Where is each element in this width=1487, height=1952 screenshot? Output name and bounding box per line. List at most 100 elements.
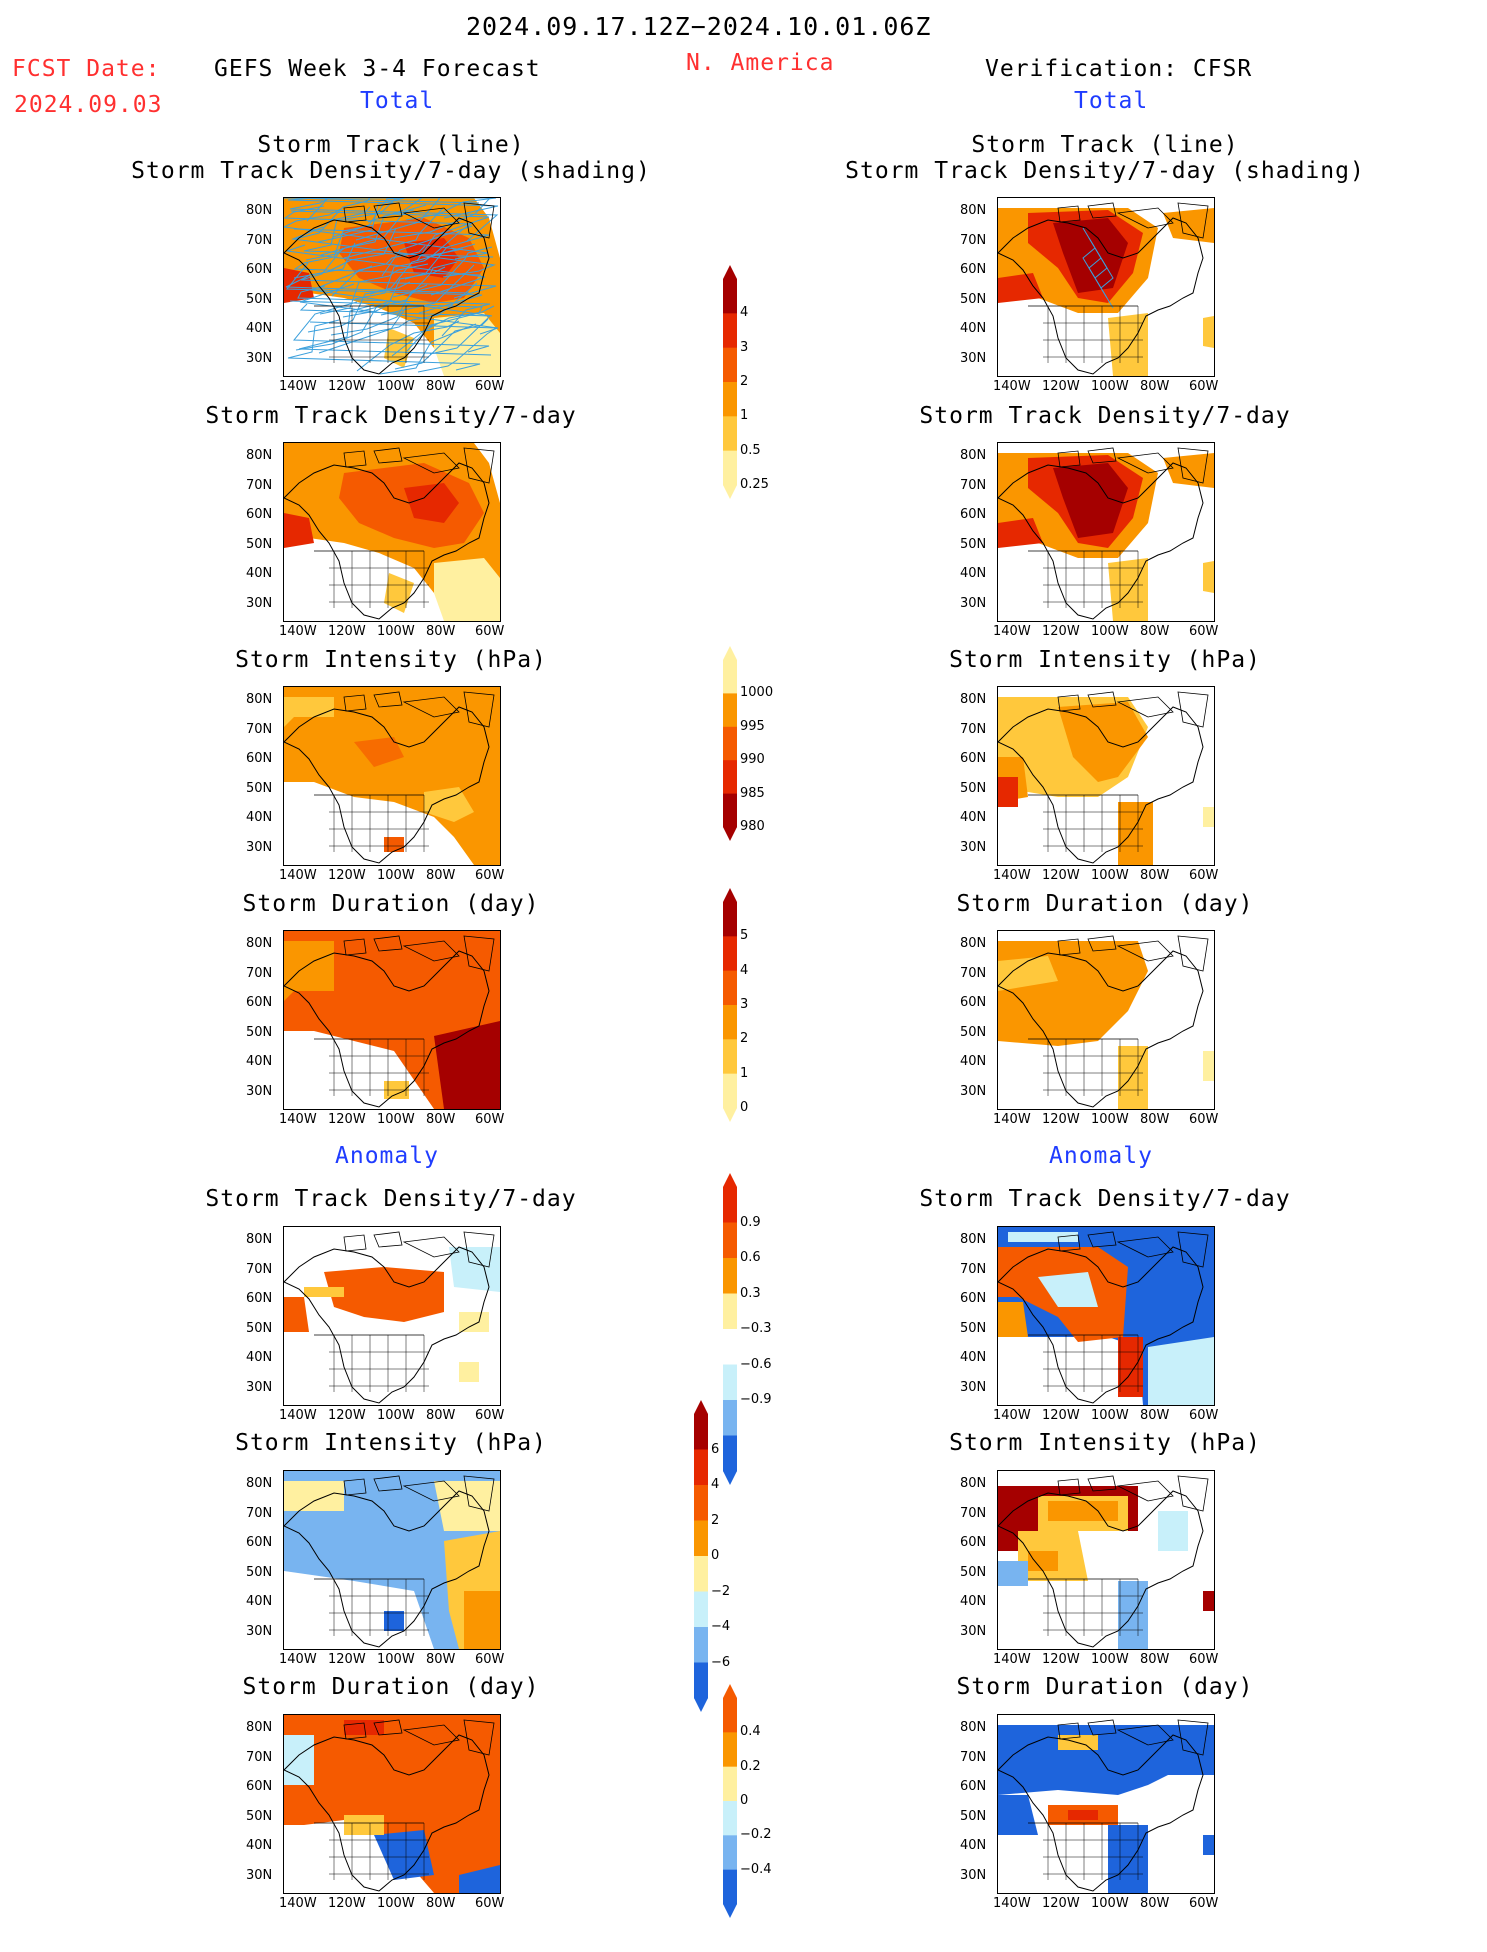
lat-tick-label: 60N <box>246 507 273 522</box>
colorbar-tick-label: 0.9 <box>740 1214 761 1230</box>
lon-tick-label: 80W <box>426 624 456 639</box>
colorbar-tick-label: 4 <box>740 305 749 321</box>
map-intensity-anomaly-verification <box>997 1470 1215 1650</box>
date-range-title: 2024.09.17.12Z−2024.10.01.06Z <box>466 12 932 41</box>
lat-tick-label: 40N <box>960 1594 987 1609</box>
lat-tick-label: 30N <box>246 595 273 611</box>
lon-tick-label: 120W <box>328 1652 366 1667</box>
lon-tick-label: 140W <box>279 379 317 394</box>
colorbar-tick-label: 3 <box>740 997 749 1012</box>
lat-tick-label: 60N <box>960 1779 987 1794</box>
colorbar-tick-label: 0 <box>711 1548 720 1563</box>
colorbar-duration-anomaly: 0.4 0.2 0 −0.2 −0.4 <box>722 1684 772 1952</box>
colorbar-tick-label: −0.3 <box>740 1321 772 1336</box>
lat-tick-label: 50N <box>960 1808 987 1824</box>
lat-tick-label: 40N <box>960 1350 987 1365</box>
lat-tick-label: 30N <box>960 350 987 366</box>
panel-title-density-anom-left: Storm Track Density/7-day <box>205 1186 577 1212</box>
lat-tick-label: 80N <box>960 1232 987 1247</box>
lat-tick-label: 70N <box>246 1261 273 1277</box>
lat-tick-label: 30N <box>246 1867 273 1883</box>
lat-tick-label: 80N <box>960 448 987 463</box>
map-duration-verification <box>997 930 1215 1110</box>
lon-tick-label: 60W <box>475 624 505 639</box>
colorbar-tick-label: 990 <box>740 752 765 768</box>
lat-tick-label: 50N <box>246 1320 273 1336</box>
lat-tick-label: 60N <box>246 1779 273 1794</box>
lon-tick-label: 80W <box>426 868 456 883</box>
lat-tick-label: 40N <box>246 1350 273 1365</box>
panel-title-intensity-anom-left: Storm Intensity (hPa) <box>235 1430 547 1456</box>
map-density-anomaly-forecast <box>283 1226 501 1406</box>
lon-tick-label: 80W <box>1140 1652 1170 1667</box>
lon-tick-label: 100W <box>377 624 415 639</box>
lat-tick-label: 80N <box>960 1720 987 1735</box>
panel-title-intensity-right: Storm Intensity (hPa) <box>949 647 1261 673</box>
lon-tick-label: 60W <box>1189 1408 1219 1423</box>
colorbar-tick-label: −0.2 <box>740 1827 772 1843</box>
lon-tick-label: 140W <box>279 1112 317 1127</box>
map-intensity-forecast <box>283 686 501 866</box>
colorbar-tick-label: 995 <box>740 718 765 734</box>
lat-tick-label: 30N <box>960 1083 987 1099</box>
lon-tick-label: 100W <box>377 1408 415 1423</box>
lat-tick-label: 50N <box>246 1024 273 1040</box>
lon-tick-label: 140W <box>279 1896 317 1911</box>
map-density-verification <box>997 442 1215 622</box>
lat-tick-label: 40N <box>960 321 987 336</box>
lat-tick-label: 40N <box>246 321 273 336</box>
lon-tick-label: 120W <box>328 624 366 639</box>
lon-tick-label: 120W <box>1042 624 1080 639</box>
lon-tick-label: 140W <box>993 1112 1031 1127</box>
panel-title-track-shading-left: Storm Track Density/7-day (shading) <box>131 158 651 184</box>
colorbar-tick-label: 980 <box>740 819 765 834</box>
panel-title-density-left: Storm Track Density/7-day <box>205 403 577 429</box>
section-anomaly-right: Anomaly <box>1049 1143 1153 1169</box>
map-duration-forecast <box>283 930 501 1110</box>
lat-tick-label: 40N <box>960 1054 987 1069</box>
lon-tick-label: 100W <box>1091 379 1129 394</box>
verification-label: Verification: CFSR <box>985 56 1253 82</box>
colorbar-tick-label: 0.6 <box>740 1250 761 1265</box>
colorbar-tick-label: 1 <box>740 1065 749 1081</box>
lon-tick-label: 140W <box>993 379 1031 394</box>
lon-tick-label: 60W <box>1189 1652 1219 1667</box>
lat-tick-label: 40N <box>246 1838 273 1853</box>
lon-tick-label: 140W <box>993 1652 1031 1667</box>
lat-tick-label: 70N <box>960 1749 987 1765</box>
colorbar-tick-label: 4 <box>740 962 749 978</box>
lon-tick-label: 80W <box>1140 624 1170 639</box>
lon-tick-label: 60W <box>1189 379 1219 394</box>
fcst-date-label: FCST Date: <box>12 56 161 82</box>
lat-tick-label: 80N <box>960 936 987 951</box>
lon-tick-label: 60W <box>475 1896 505 1911</box>
lon-tick-label: 80W <box>426 1408 456 1423</box>
lat-tick-label: 70N <box>960 232 987 248</box>
lon-tick-label: 100W <box>1091 1652 1129 1667</box>
lat-tick-label: 80N <box>246 1476 273 1491</box>
lon-tick-label: 60W <box>475 379 505 394</box>
panel-title-intensity-anom-right: Storm Intensity (hPa) <box>949 1430 1261 1456</box>
panel-title-intensity-left: Storm Intensity (hPa) <box>235 647 547 673</box>
lat-tick-label: 50N <box>960 1320 987 1336</box>
lon-tick-label: 80W <box>1140 1112 1170 1127</box>
panel-title-duration-anom-right: Storm Duration (day) <box>956 1674 1254 1700</box>
lat-tick-label: 30N <box>246 1623 273 1639</box>
region-label: N. America <box>686 50 835 76</box>
colorbar-density-total: 4 3 2 1 0.5 0.25 <box>722 265 769 533</box>
lat-tick-label: 40N <box>960 1838 987 1853</box>
lon-tick-label: 100W <box>1091 624 1129 639</box>
lat-tick-label: 30N <box>960 1623 987 1639</box>
lat-tick-label: 70N <box>246 1505 273 1521</box>
colorbar-tick-label: 5 <box>740 928 749 944</box>
lon-tick-label: 80W <box>1140 1896 1170 1911</box>
lon-tick-label: 100W <box>377 1112 415 1127</box>
lat-tick-label: 50N <box>960 291 987 307</box>
lon-tick-label: 140W <box>279 624 317 639</box>
lon-tick-label: 60W <box>475 1408 505 1423</box>
colorbar-tick-label: 2 <box>711 1512 720 1528</box>
lat-tick-label: 60N <box>960 507 987 522</box>
lon-tick-label: 140W <box>993 624 1031 639</box>
lat-tick-label: 70N <box>960 1261 987 1277</box>
lon-tick-label: 100W <box>377 1896 415 1911</box>
